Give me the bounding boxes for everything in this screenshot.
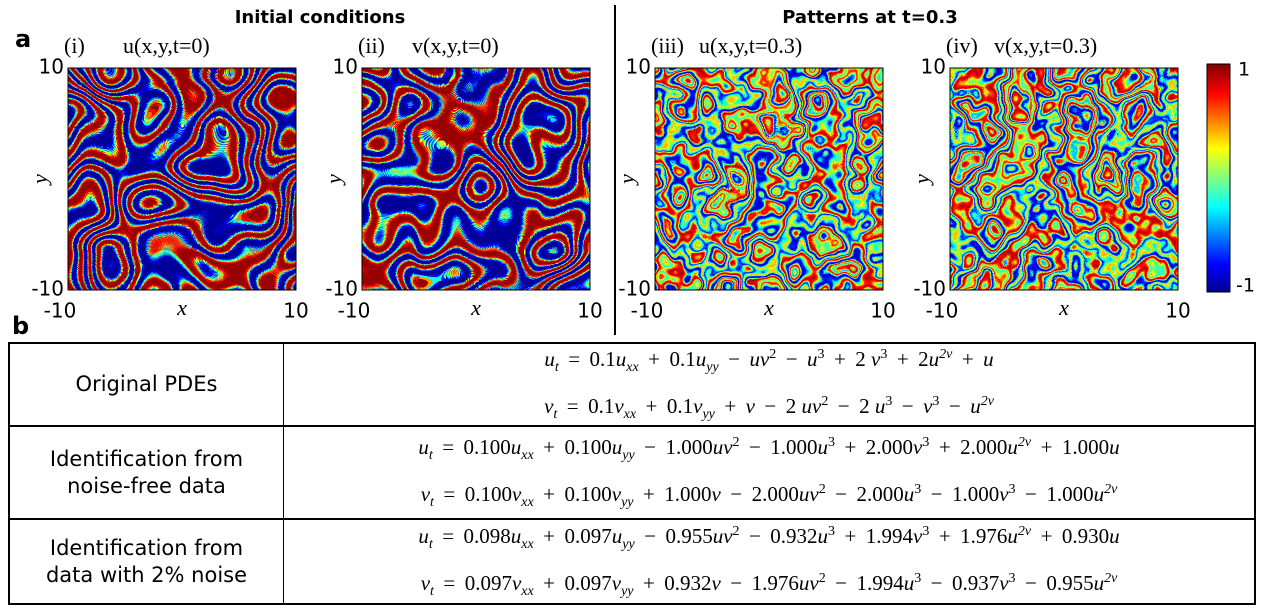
equation: ut = 0.098uxx + 0.097uyy − 0.955uv2 − 0.…: [418, 524, 1120, 553]
y-tick-label: 10: [921, 55, 946, 79]
pattern-image: [362, 68, 590, 290]
plot-frame: [654, 67, 884, 291]
equations: ut = 0.098uxx + 0.097uyy − 0.955uv2 − 0.…: [284, 520, 1254, 603]
y-axis-label: y: [27, 174, 52, 186]
plot-frame: [67, 67, 297, 291]
equation: vt = 0.097vxx + 0.097vyy + 0.932v − 1.97…: [420, 570, 1118, 599]
plot-frame: [949, 67, 1179, 291]
colorbar-tick: -1: [1236, 275, 1255, 297]
panel-title: u(x,y,t=0.3): [699, 33, 802, 58]
y-tick-label: -10: [913, 277, 946, 301]
plot-frame: [361, 67, 591, 291]
header: Initial conditions: [235, 7, 406, 28]
x-tick-label: 10: [870, 299, 895, 323]
row-label-line: data with 2% noise: [45, 562, 248, 587]
equation: vt = 0.100vxx + 0.100vyy + 1.000v − 2.00…: [420, 481, 1118, 510]
y-axis-label: y: [614, 174, 639, 186]
panel-tag: (ii): [358, 33, 385, 58]
y-tick-label: 10: [333, 55, 358, 79]
pattern-image: [950, 68, 1178, 290]
y-axis-label: y: [321, 174, 346, 186]
row-label-line: Identification from: [49, 446, 244, 471]
panel-title: u(x,y,t=0): [123, 33, 210, 58]
panel-tag: (i): [64, 33, 85, 58]
panel-title: v(x,y,t=0): [412, 33, 499, 58]
x-tick-label: 10: [577, 299, 602, 323]
equations: ut = 0.100uxx + 0.100uyy − 1.000uv2 − 1.…: [284, 427, 1254, 518]
colorbar: [1206, 63, 1231, 293]
x-axis-label: x: [763, 295, 774, 320]
y-tick-label: 10: [626, 55, 651, 79]
panel-label: b: [12, 312, 30, 340]
y-axis-label: y: [909, 174, 934, 186]
x-axis-label: x: [1058, 295, 1069, 320]
header: Patterns at t=0.3: [782, 7, 958, 28]
pattern-image: [655, 68, 883, 290]
pattern-image: [68, 68, 296, 290]
x-axis-label: x: [470, 295, 481, 320]
table-row: Identification from data with 2% noise ut …: [10, 518, 1254, 603]
y-tick-label: 10: [39, 55, 64, 79]
panel-tag: (iv): [946, 33, 978, 58]
equation: ut = 0.100uxx + 0.100uyy − 1.000uv2 − 1.…: [418, 435, 1120, 464]
panel-label: a: [15, 25, 31, 53]
y-tick-label: -10: [31, 277, 64, 301]
x-tick-label: -10: [631, 299, 664, 323]
x-axis-label: x: [176, 295, 187, 320]
y-tick-label: -10: [618, 277, 651, 301]
x-tick-label: -10: [338, 299, 371, 323]
colorbar-tick: 1: [1238, 59, 1250, 81]
table-row: Original PDEs ut = 0.1uxx + 0.1uyy − uv2 …: [10, 344, 1254, 425]
row-label: Original PDEs: [10, 344, 284, 425]
x-tick-label: -10: [926, 299, 959, 323]
y-tick-label: -10: [325, 277, 358, 301]
panel-a: a Initial conditions Patterns at t=0.3 1…: [15, 5, 1255, 335]
x-tick-label: -10: [44, 299, 77, 323]
equations: ut = 0.1uxx + 0.1uyy − uv2 − u3 + 2 v3 +…: [284, 344, 1254, 425]
row-label-line: Original PDEs: [75, 372, 218, 396]
equation-table: Original PDEs ut = 0.1uxx + 0.1uyy − uv2 …: [8, 342, 1256, 605]
row-label-line: Identification from: [49, 535, 244, 560]
table-row: Identification from noise-free data ut = 0…: [10, 425, 1254, 518]
panel-title: v(x,y,t=0.3): [994, 33, 1097, 58]
x-tick-label: 10: [1165, 299, 1190, 323]
row-label: Identification from data with 2% noise: [10, 520, 284, 603]
equation: vt = 0.1vxx + 0.1vyy + v − 2 uv2 − 2 u3 …: [544, 393, 994, 422]
row-label: Identification from noise-free data: [10, 427, 284, 518]
equation: ut = 0.1uxx + 0.1uyy − uv2 − u3 + 2 v3 +…: [544, 347, 994, 376]
row-label-line: noise-free data: [67, 473, 226, 498]
x-tick-label: 10: [283, 299, 308, 323]
panel-tag: (iii): [651, 33, 684, 58]
